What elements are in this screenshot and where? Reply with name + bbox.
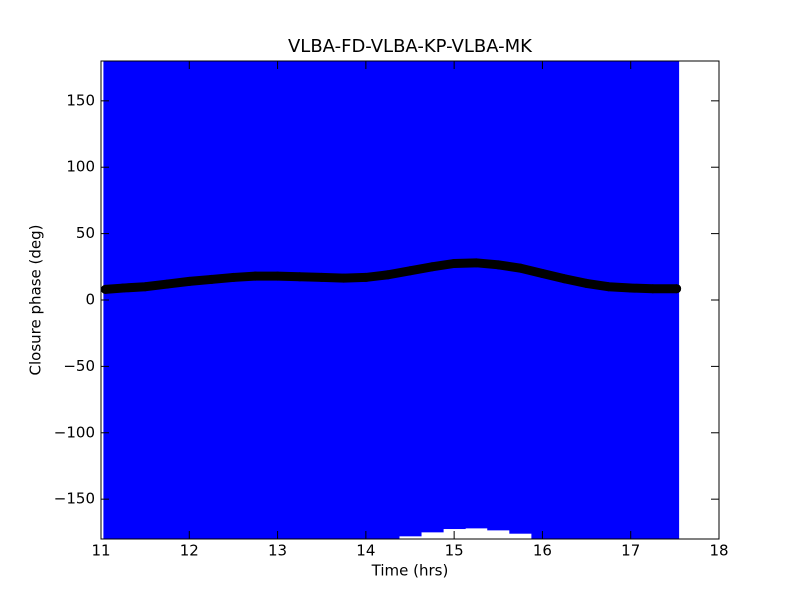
data-point [648,284,658,294]
error-bar [487,61,510,531]
y-axis-label: Closure phase (deg) [27,225,45,376]
error-bar [597,61,621,539]
error-bar [222,61,245,539]
data-point [100,284,110,294]
error-bar [664,61,680,539]
data-point [361,272,371,282]
y-tick-label: −150 [54,490,95,508]
data-point [582,278,592,288]
error-bar [641,61,666,539]
x-tick-label: 18 [709,542,728,560]
data-point [560,274,569,284]
data-point [604,282,614,292]
data-point [228,272,238,282]
y-tick-label: 50 [76,224,95,242]
error-bar [266,61,290,539]
x-tick-label: 12 [180,542,199,560]
error-bar [465,61,488,529]
error-bar [398,61,422,537]
data-point [317,272,327,282]
data-point [184,276,194,286]
data-point [295,272,305,282]
error-bar [553,61,577,539]
plot-area [101,61,682,539]
data-point [140,282,150,292]
data-point [471,258,481,268]
error-bar [421,61,444,533]
error-bar [178,61,201,539]
data-point [405,266,415,276]
data-point [537,268,547,278]
data-point [118,283,128,293]
data-point [383,270,393,280]
data-point [515,263,525,273]
x-tick-label: 14 [356,542,375,560]
y-tick-label: −50 [63,357,95,375]
y-tick-label: −100 [54,423,95,441]
error-bar [443,61,466,530]
error-bar [200,61,223,539]
error-bar [134,61,157,539]
x-tick-label: 13 [268,542,287,560]
x-tick-label: 17 [621,542,640,560]
chart-title: VLBA-FD-VLBA-KP-VLBA-MK [288,36,533,57]
y-tick-label: 0 [85,291,95,309]
error-bar [156,61,179,539]
error-bar [619,61,643,539]
data-point [206,274,216,284]
data-point [162,279,172,289]
data-point [493,260,503,270]
data-point [251,271,260,281]
error-bar [354,61,378,539]
x-axis-label: Time (hrs) [371,562,449,580]
data-point [672,284,682,294]
y-tick-label: 150 [66,91,95,109]
error-bar [509,61,532,534]
error-bar [114,61,135,539]
data-point [626,283,636,293]
error-bar [310,61,334,539]
data-point [339,273,349,283]
data-point [449,258,459,268]
error-bar [531,61,554,539]
error-bar [575,61,599,539]
x-tick-label: 15 [445,542,464,560]
error-bar [288,61,312,539]
x-tick-label: 11 [91,542,110,560]
data-point [273,271,283,281]
x-tick-label: 16 [533,542,552,560]
error-bar [103,61,115,539]
error-bar [332,61,356,539]
y-tick-label: 100 [66,158,95,176]
error-bar [376,61,400,539]
data-point [427,262,437,272]
error-bar [244,61,268,539]
